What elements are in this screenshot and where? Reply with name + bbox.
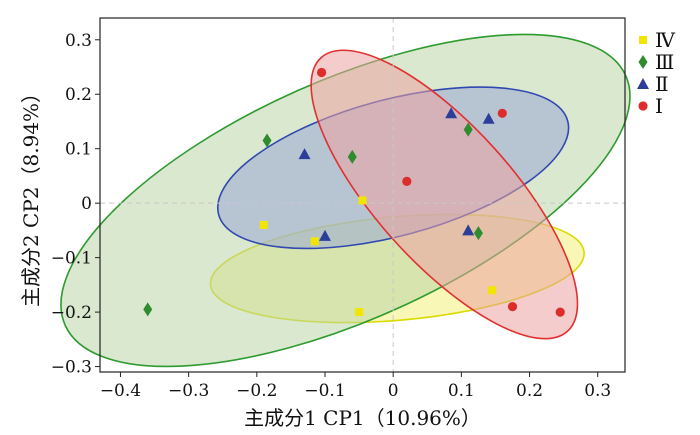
point-series-3-2 xyxy=(319,229,331,241)
point-series-1-5 xyxy=(488,286,497,295)
x-tick-label: −0.1 xyxy=(304,381,345,401)
y-tick-label: −0.1 xyxy=(51,249,92,269)
plot-frame xyxy=(99,17,626,373)
y-tick-label: −0.2 xyxy=(51,303,92,323)
x-tick-label: 0.3 xyxy=(584,381,611,401)
x-tick-label: 0.1 xyxy=(448,381,475,401)
point-series-1-1 xyxy=(259,220,268,229)
x-tick-label: −0.4 xyxy=(100,381,141,401)
point-series-4-1 xyxy=(316,67,327,78)
legend-marker-series-2 xyxy=(638,55,648,69)
legend-marker-series-3 xyxy=(637,78,649,89)
legend-label-series-2: Ⅲ xyxy=(655,50,674,74)
y-axis-ticks: −0.3 −0.2 −0.1 0 0.1 0.2 0.3 xyxy=(51,31,100,378)
point-series-3-1 xyxy=(298,148,311,160)
x-axis-title: 主成分1 CP1（10.96%） xyxy=(244,406,481,430)
y-tick-label: 0.1 xyxy=(65,140,92,160)
point-series-1-2 xyxy=(310,237,319,246)
y-tick-label: 0.3 xyxy=(65,31,92,51)
legend-marker-series-1 xyxy=(639,36,647,44)
legend-label-series-1: Ⅳ xyxy=(655,28,676,52)
point-series-2-2 xyxy=(262,133,272,148)
x-tick-label: 0 xyxy=(388,381,399,401)
x-tick-label: 0.2 xyxy=(516,381,543,401)
point-series-3-4 xyxy=(482,112,495,124)
x-tick-label: −0.3 xyxy=(168,381,209,401)
point-series-2-1 xyxy=(143,302,153,317)
confidence-ellipses xyxy=(60,33,631,368)
ellipse-series-4 xyxy=(310,49,579,340)
x-tick-label: −0.2 xyxy=(236,381,277,401)
x-axis-ticks: −0.4 −0.3 −0.2 −0.1 0 0.1 0.2 0.3 xyxy=(100,372,611,401)
data-points xyxy=(143,67,565,317)
point-series-2-5 xyxy=(473,226,483,241)
y-tick-label: −0.3 xyxy=(51,358,92,378)
point-series-2-3 xyxy=(347,149,357,164)
point-series-1-3 xyxy=(358,196,367,205)
y-tick-label: 0.2 xyxy=(65,85,92,105)
point-series-3-5 xyxy=(462,224,475,236)
legend-label-series-4: Ⅰ xyxy=(655,94,663,118)
legend-marker-series-4 xyxy=(638,101,648,111)
point-series-4-4 xyxy=(507,302,518,312)
point-series-1-4 xyxy=(355,308,364,317)
legend-label-series-3: Ⅱ xyxy=(655,72,669,96)
point-series-2-4 xyxy=(463,122,473,137)
y-tick-label: 0 xyxy=(81,194,92,214)
point-series-4-3 xyxy=(497,108,507,118)
y-axis-title: 主成分2 CP2（8.94%） xyxy=(19,83,43,307)
point-series-4-2 xyxy=(402,176,412,186)
point-series-4-5 xyxy=(555,307,565,317)
point-series-3-3 xyxy=(445,107,458,119)
